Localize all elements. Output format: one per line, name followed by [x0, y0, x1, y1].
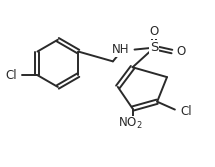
Text: NH: NH [112, 43, 130, 56]
Text: O: O [177, 45, 186, 58]
Text: Cl: Cl [181, 105, 192, 118]
Text: NO$_2$: NO$_2$ [118, 116, 143, 131]
Text: Cl: Cl [5, 69, 17, 82]
Text: S: S [150, 41, 158, 54]
Text: O: O [150, 25, 159, 38]
